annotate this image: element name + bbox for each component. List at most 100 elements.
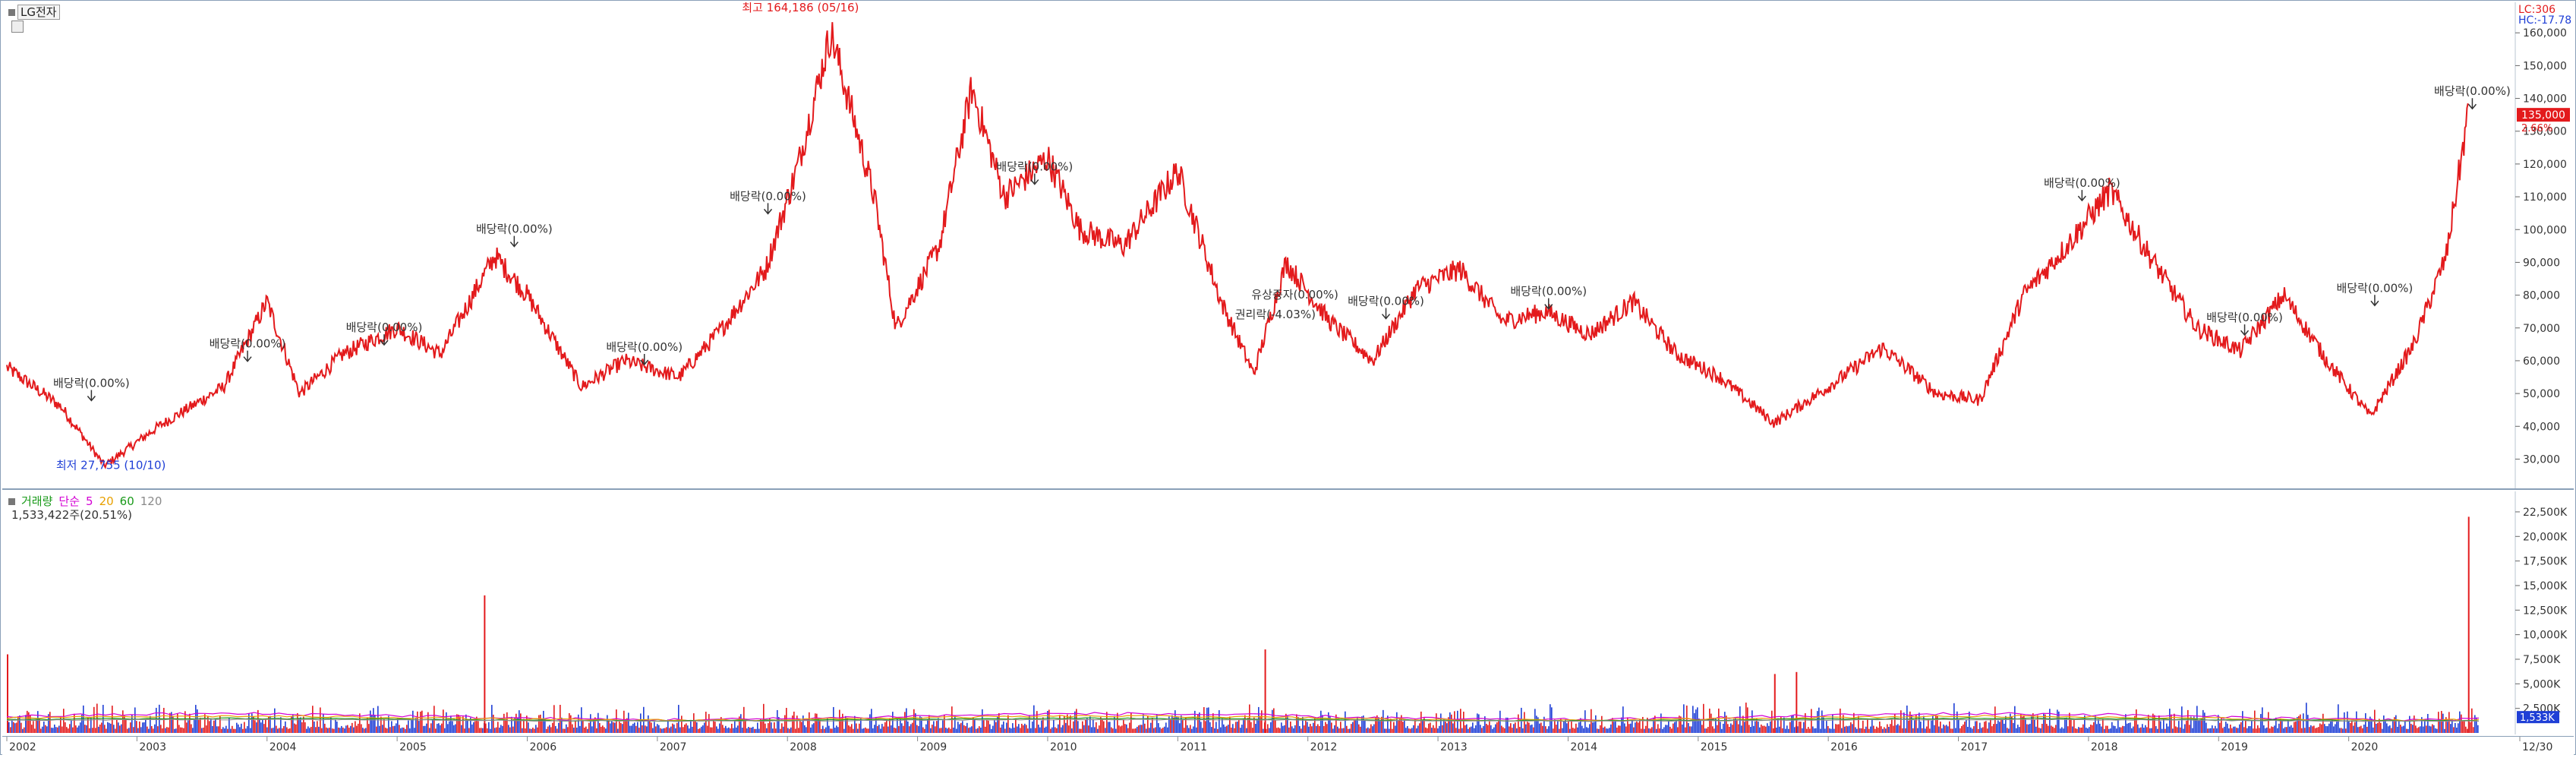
volume-bar xyxy=(1612,718,1613,733)
volume-bar xyxy=(338,727,339,733)
volume-bar xyxy=(332,728,333,733)
volume-bar xyxy=(970,727,971,733)
volume-bar xyxy=(485,723,487,733)
volume-bar xyxy=(646,726,648,733)
volume-bar xyxy=(1367,727,1369,733)
volume-bar xyxy=(1187,725,1188,733)
volume-tick-label: 5,000K xyxy=(2523,678,2561,690)
volume-bar xyxy=(1484,716,1486,733)
volume-bar xyxy=(165,728,166,733)
volume-bar xyxy=(834,728,836,733)
volume-bar xyxy=(1867,718,1868,733)
volume-bar xyxy=(868,728,869,733)
volume-bar xyxy=(965,726,966,733)
volume-bar xyxy=(1439,725,1440,733)
volume-bar xyxy=(1827,725,1829,733)
volume-bar xyxy=(1062,725,1064,733)
price-tick-label: 140,000 xyxy=(2523,93,2567,106)
volume-bar xyxy=(259,719,260,733)
volume-bar xyxy=(1786,725,1788,733)
volume-bar xyxy=(1978,728,1979,733)
volume-bar xyxy=(1240,728,1241,733)
volume-bar xyxy=(292,715,294,733)
volume-bar xyxy=(239,727,241,733)
volume-bar xyxy=(1987,728,1988,733)
volume-bar xyxy=(1165,722,1167,733)
stock-name-label[interactable]: LG전자 xyxy=(17,5,60,20)
volume-bar xyxy=(693,713,695,733)
volume-bar xyxy=(604,727,605,733)
volume-bar xyxy=(432,719,434,733)
volume-bar xyxy=(619,721,620,733)
volume-bar xyxy=(81,714,83,733)
volume-bar xyxy=(465,714,467,733)
volume-bar xyxy=(2236,728,2237,733)
volume-bar xyxy=(1109,722,1111,733)
volume-bar xyxy=(903,725,904,733)
last-volume-tag-bg xyxy=(2517,711,2559,724)
volume-bar xyxy=(1094,727,1096,733)
volume-bar xyxy=(2004,723,2005,733)
pane-menu-icon[interactable] xyxy=(8,9,15,16)
volume-bar xyxy=(1035,728,1036,733)
volume-bar xyxy=(2031,716,2032,733)
volume-bar xyxy=(2322,713,2324,733)
volume-bar xyxy=(151,726,153,733)
volume-bar xyxy=(1170,719,1171,733)
time-tick-label: 12/30 xyxy=(2522,741,2552,753)
volume-bar xyxy=(757,722,758,733)
volume-bar xyxy=(2368,720,2369,733)
volume-bar xyxy=(1118,725,1120,733)
volume-tick-label: 22,500K xyxy=(2523,507,2568,519)
volume-bar xyxy=(1379,720,1381,733)
volume-bar xyxy=(2259,728,2260,733)
volume-bar xyxy=(207,716,209,733)
volume-bar xyxy=(368,724,370,733)
volume-bar xyxy=(1715,718,1717,733)
volume-bar xyxy=(2461,714,2462,733)
volume-bar xyxy=(2251,721,2253,733)
volume-bar xyxy=(247,726,248,733)
volume-bar xyxy=(452,721,453,733)
volume-bar xyxy=(1773,728,1774,733)
volume-bar xyxy=(740,714,742,733)
volume-bar xyxy=(2177,727,2178,733)
volume-bar xyxy=(2145,725,2146,733)
volume-bar xyxy=(1812,726,1814,733)
volume-bar xyxy=(1398,721,1399,733)
volume-bar xyxy=(1018,724,1020,733)
volume-bar xyxy=(2116,728,2117,733)
volume-bar xyxy=(982,709,983,733)
volume-bar xyxy=(1020,728,1021,733)
volume-bar xyxy=(980,728,982,733)
volume-bar xyxy=(1636,721,1638,733)
volume-bar xyxy=(418,721,420,733)
volume-bar xyxy=(1024,723,1026,733)
volume-bar xyxy=(904,712,906,733)
volume-bar xyxy=(493,715,494,733)
volume-bar xyxy=(1376,715,1378,733)
volume-pane-menu-icon[interactable] xyxy=(8,498,15,505)
volume-bar xyxy=(478,721,479,733)
volume-bar xyxy=(2023,715,2025,733)
volume-bar xyxy=(153,728,154,733)
volume-bar xyxy=(2163,719,2165,733)
volume-bar xyxy=(2151,728,2152,733)
volume-bar xyxy=(2467,728,2468,733)
time-tick-label: 2018 xyxy=(2091,741,2118,753)
volume-bar xyxy=(695,721,696,733)
volume-bar xyxy=(212,725,213,733)
chart-settings-icon[interactable] xyxy=(11,21,24,33)
volume-bar xyxy=(58,725,60,733)
volume-bar xyxy=(689,728,690,733)
volume-bar xyxy=(2189,725,2190,733)
volume-bar xyxy=(1099,725,1100,733)
volume-bar xyxy=(1120,726,1121,733)
volume-bar xyxy=(1029,715,1030,733)
volume-bar xyxy=(376,726,377,733)
volume-bar xyxy=(1130,712,1132,733)
volume-bar xyxy=(1838,724,1840,733)
volume-bar xyxy=(133,727,134,733)
volume-bar xyxy=(526,715,528,733)
volume-bar xyxy=(985,726,986,733)
